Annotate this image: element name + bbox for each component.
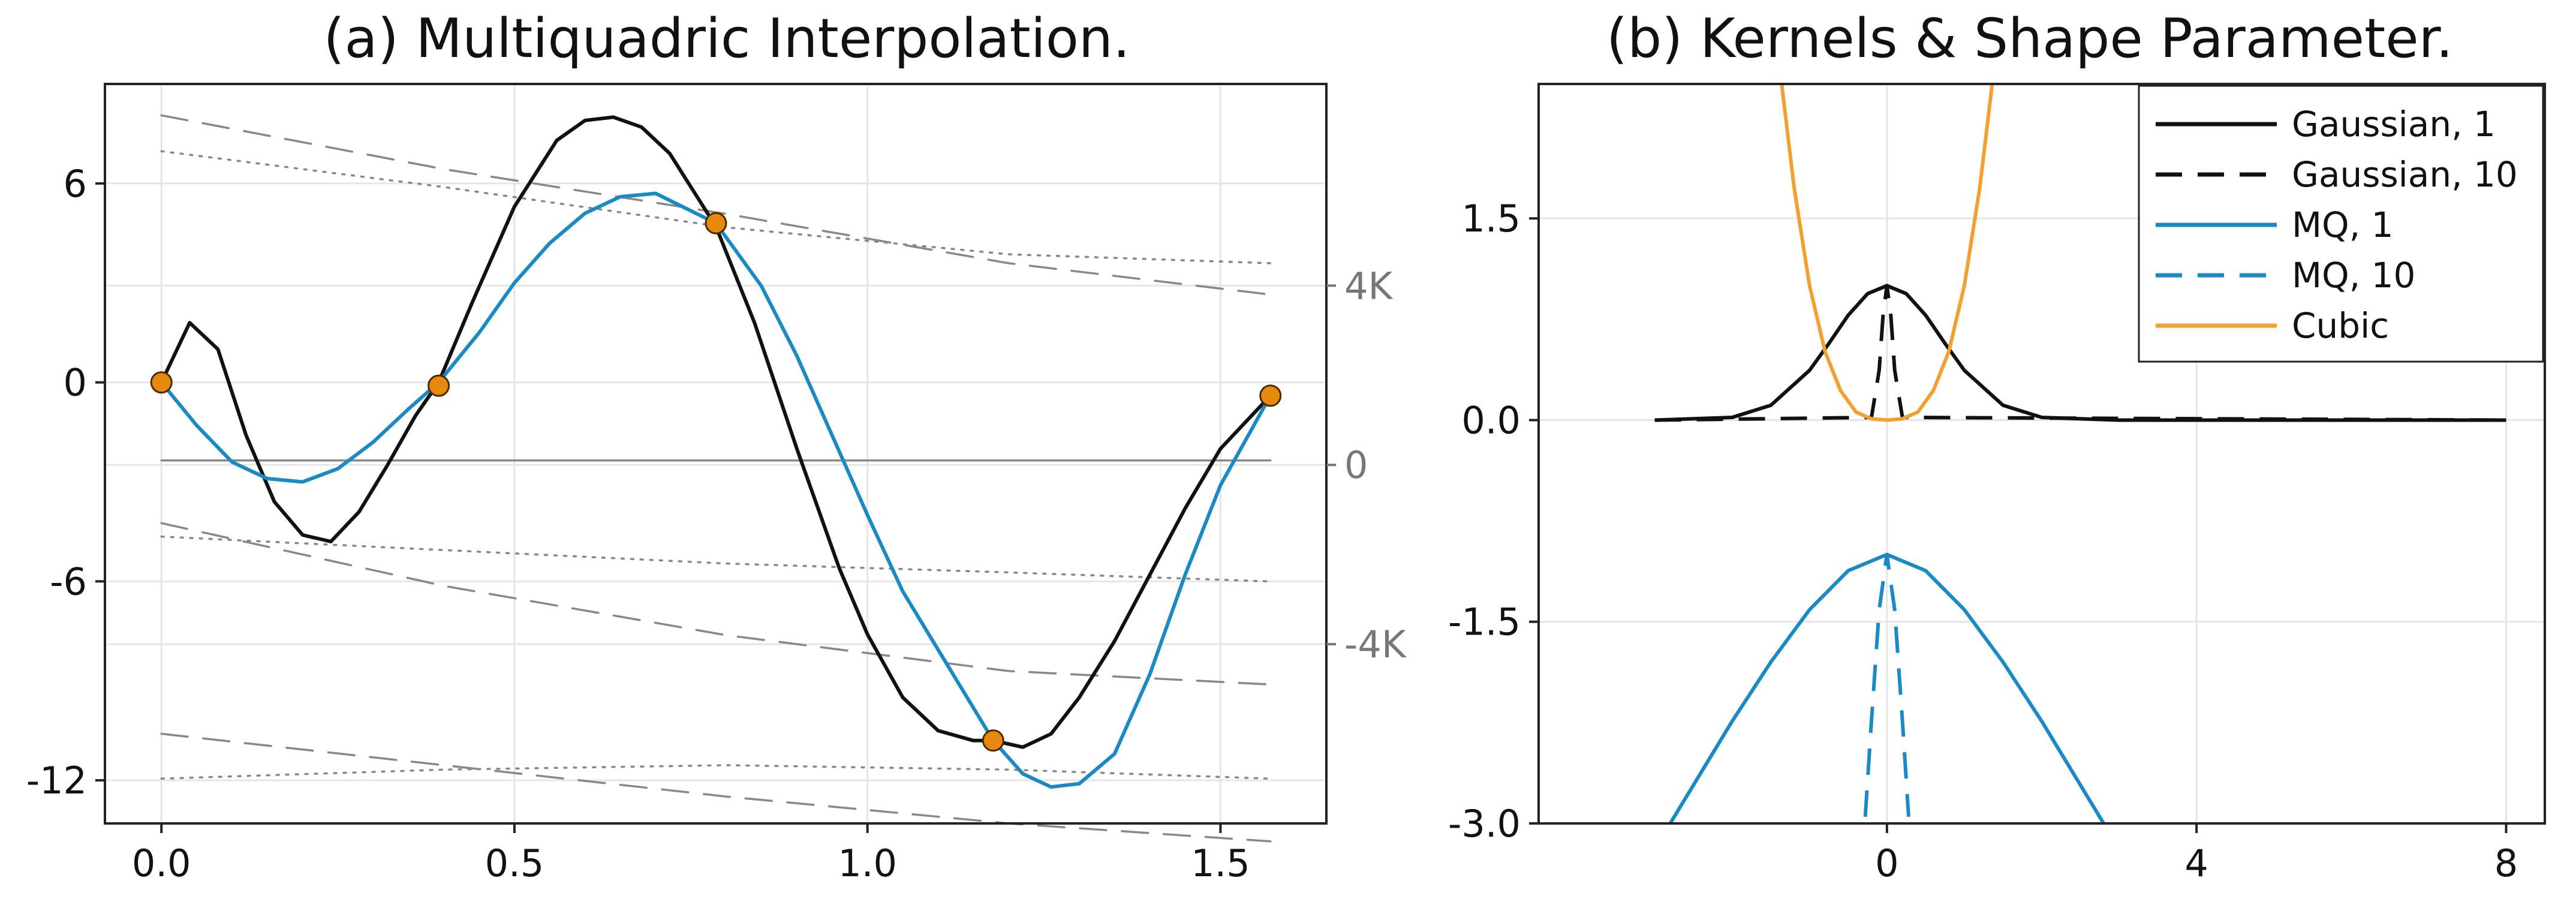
- y-tick-label: 0.0: [1461, 398, 1521, 442]
- x-tick-label: 4: [2184, 841, 2208, 885]
- panel-b-legend: Gaussian, 1 Gaussian, 10 MQ, 1 MQ, 10 Cubic: [2138, 85, 2544, 363]
- panel-b-plot-frame: [1537, 83, 2546, 825]
- data-point: [150, 371, 173, 394]
- data-point: [982, 729, 1004, 752]
- right-tick-label: 4K: [1344, 264, 1393, 308]
- series-line: [160, 114, 1272, 296]
- series-line: [1780, 84, 1994, 422]
- series-line: [160, 764, 1272, 780]
- x-tick-label: 1.0: [838, 841, 897, 885]
- panel-b-title: (b) Kernels & Shape Parameter.: [1606, 7, 2453, 70]
- series-line: [160, 732, 1272, 843]
- series-line: [1654, 284, 2506, 422]
- right-tick-label: 0: [1344, 443, 1368, 487]
- right-tick-label: -4K: [1344, 623, 1407, 666]
- legend-label: MQ, 1: [2292, 205, 2393, 245]
- panel-a-plot-frame: [104, 83, 1328, 825]
- y-tick-label: 0: [64, 361, 87, 405]
- panel-b-series: [1654, 84, 2506, 823]
- legend-label: MQ, 10: [2292, 255, 2415, 296]
- legend-label: Gaussian, 10: [2292, 154, 2518, 195]
- panel-a-right-ticks: -4K 0 4K: [1326, 264, 1407, 666]
- y-tick-label: 1.5: [1461, 197, 1521, 240]
- y-tick-label: -1.5: [1448, 600, 1521, 644]
- x-tick-label: 0: [1875, 841, 1898, 885]
- series-line: [160, 535, 1272, 583]
- panel-a: (a) Multiquadric Interpolation. 0.0 0.5 1.…: [26, 7, 1407, 885]
- data-point: [705, 212, 727, 234]
- panel-a-title: (a) Multiquadric Interpolation.: [323, 7, 1130, 70]
- series-line: [160, 522, 1272, 686]
- series-line: [160, 115, 1272, 749]
- legend-label: Cubic: [2292, 305, 2389, 346]
- series-line: [160, 150, 1272, 264]
- x-tick-label: 0.5: [485, 841, 544, 885]
- panel-b-x-ticks: 0 4 8: [1875, 823, 2518, 885]
- data-point: [428, 374, 450, 397]
- legend-label: Gaussian, 1: [2292, 104, 2496, 145]
- y-tick-label: -6: [50, 560, 87, 603]
- series-line: [160, 191, 1272, 789]
- panel-a-points: [150, 212, 1282, 752]
- data-point: [1259, 384, 1282, 407]
- panel-b-y-ticks: -3.0 -1.5 0.0 1.5: [1448, 197, 1539, 846]
- y-tick-label: -12: [26, 759, 87, 802]
- panel-a-x-ticks: 0.0 0.5 1.0 1.5: [132, 823, 1250, 885]
- y-tick-label: 6: [64, 162, 87, 206]
- panel-a-grid: [105, 84, 1326, 823]
- series-line: [1863, 552, 1910, 817]
- y-tick-label: -3.0: [1448, 802, 1521, 846]
- x-tick-label: 8: [2494, 841, 2518, 885]
- panel-a-series: [160, 114, 1272, 843]
- panel-a-y-ticks: -12 -6 0 6: [26, 162, 105, 802]
- x-tick-label: 0.0: [132, 841, 191, 885]
- x-tick-label: 1.5: [1191, 841, 1250, 885]
